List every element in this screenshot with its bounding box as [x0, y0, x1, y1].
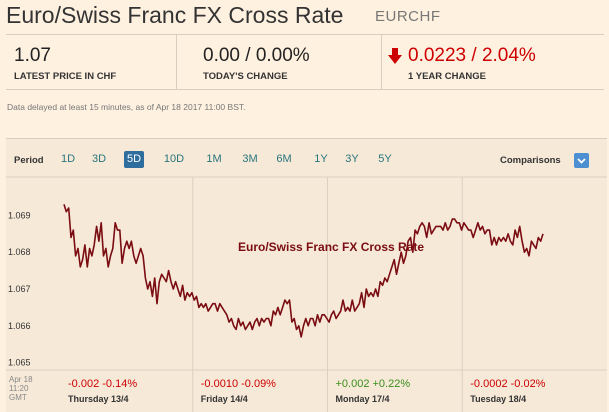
period-6m[interactable]: 6M [276, 153, 292, 165]
y-tick-label: 1.067 [8, 284, 31, 294]
day-label: Friday 14/4 [201, 394, 248, 404]
year-change-value: 0.0223 / 2.04% [408, 45, 536, 66]
timestamp-line: GMT [9, 393, 27, 402]
day-change-label: -0.002 -0.14% [68, 378, 137, 390]
comparisons-label[interactable]: Comparisons [500, 155, 561, 166]
price-chart: 1.065 1.066 1.067 1.068 1.069 Euro/Swiss Fran… [6, 176, 607, 412]
chart-title-annotation: Euro/Swiss Franc FX Cross Rate [238, 240, 424, 254]
day-change-label: +0.002 +0.22% [336, 378, 411, 390]
year-change-label: 1 YEAR CHANGE [408, 71, 486, 82]
day-label: Thursday 13/4 [68, 394, 129, 404]
todays-change-stat: 0.00 / 0.00% TODAY'S CHANGE [176, 35, 382, 89]
data-delay-note: Data delayed at least 15 minutes, as of … [7, 102, 246, 112]
period-10d[interactable]: 10D [163, 153, 185, 165]
timestamp-line: 11:20 [9, 384, 29, 393]
year-change-stat: 0.0223 / 2.04% 1 YEAR CHANGE [381, 35, 605, 89]
ticker-symbol: EURCHF [375, 8, 441, 25]
latest-price-value: 1.07 [14, 45, 51, 66]
period-3y[interactable]: 3Y [345, 153, 359, 165]
timestamp-line: Apr 18 [9, 375, 33, 384]
period-1m[interactable]: 1M [206, 153, 222, 165]
todays-change-value: 0.00 / 0.00% [203, 45, 310, 66]
period-5d[interactable]: 5D [124, 151, 144, 168]
y-tick-label: 1.069 [8, 210, 31, 220]
period-1d[interactable]: 1D [60, 153, 76, 165]
y-tick-label: 1.066 [8, 321, 31, 331]
period-3d[interactable]: 3D [91, 153, 107, 165]
down-arrow-icon [388, 48, 402, 64]
page-title: Euro/Swiss Franc FX Cross Rate [6, 2, 344, 28]
y-tick-label: 1.068 [8, 247, 31, 257]
latest-price-stat: 1.07 LATEST PRICE IN CHF [6, 35, 176, 89]
period-1y[interactable]: 1Y [314, 153, 328, 165]
chart-timestamp: Apr 18 11:20 GMT [9, 375, 33, 402]
chart-panel: Period 1D 3D 5D 10D 1M 3M 6M 1Y 3Y 5Y Comparisons… [6, 138, 607, 412]
day-change-label: -0.0010 -0.09% [201, 378, 276, 390]
series-line [63, 204, 544, 338]
period-5y[interactable]: 5Y [378, 153, 392, 165]
latest-price-label: LATEST PRICE IN CHF [14, 71, 117, 82]
period-3m[interactable]: 3M [242, 153, 258, 165]
chevron-down-icon [577, 158, 586, 164]
period-label: Period [14, 155, 44, 166]
day-label: Monday 17/4 [336, 394, 390, 404]
stats-bar: 1.07 LATEST PRICE IN CHF 0.00 / 0.00% TO… [6, 34, 604, 90]
y-tick-label: 1.065 [8, 358, 31, 368]
day-change-label: -0.0002 -0.02% [470, 378, 545, 390]
day-label: Tuesday 18/4 [470, 394, 526, 404]
todays-change-label: TODAY'S CHANGE [203, 71, 288, 82]
comparisons-dropdown-button[interactable] [574, 153, 589, 168]
